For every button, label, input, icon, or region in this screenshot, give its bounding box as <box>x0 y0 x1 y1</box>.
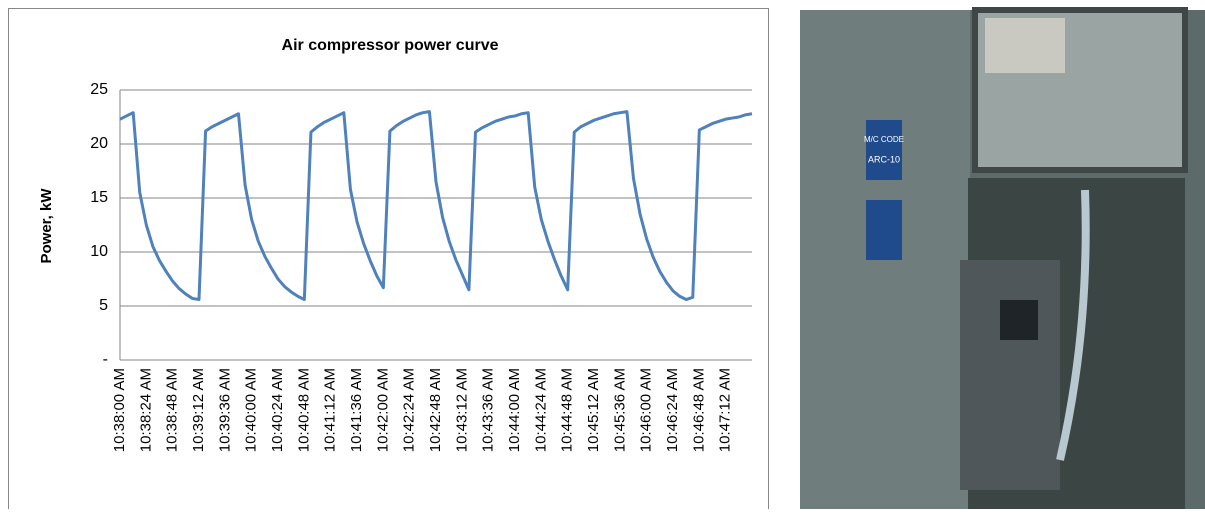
page: Air compressor power curve Power, kW - 5 1… <box>0 0 1205 509</box>
sign-2 <box>866 200 902 260</box>
x-tick-label: 10:44:00 AM <box>506 368 523 452</box>
x-tick-label: 10:47:12 AM <box>717 368 734 452</box>
sign-text: M/C CODE <box>864 135 904 144</box>
electric-parts <box>985 18 1065 73</box>
x-tick-label: 10:43:36 AM <box>480 368 497 452</box>
y-axis-title: Power, kW <box>38 188 55 264</box>
x-tick-label: 10:46:48 AM <box>690 368 707 452</box>
x-tick-label: 10:38:48 AM <box>164 368 181 452</box>
x-tick-label: 10:40:24 AM <box>269 368 286 452</box>
x-tick-label: 10:45:12 AM <box>585 368 602 452</box>
chart-title: Air compressor power curve <box>282 37 499 54</box>
x-tick-label: 10:46:00 AM <box>638 368 655 452</box>
y-tick-label: 20 <box>90 135 108 152</box>
x-tick-label: 10:42:48 AM <box>427 368 444 452</box>
inverter <box>960 260 1060 490</box>
x-tick-label: 10:40:00 AM <box>243 368 260 452</box>
x-tick-label: 10:38:00 AM <box>111 368 128 452</box>
y-tick-label: 10 <box>90 243 108 260</box>
sign-text: ARC-10 <box>868 154 900 164</box>
x-tick-label: 10:45:36 AM <box>611 368 628 452</box>
x-tick-label: 10:40:48 AM <box>295 368 312 452</box>
x-tick-label: 10:39:36 AM <box>216 368 233 452</box>
sign <box>866 120 902 180</box>
x-tick-label: 10:42:24 AM <box>401 368 418 452</box>
x-tick-label: 10:43:12 AM <box>453 368 470 452</box>
y-tick-label: - <box>103 351 108 368</box>
x-tick-label: 10:38:24 AM <box>137 368 154 452</box>
x-tick-label: 10:46:24 AM <box>664 368 681 452</box>
inverter-keypad <box>1000 300 1038 340</box>
x-tick-label: 10:44:24 AM <box>532 368 549 452</box>
x-tick-label: 10:44:48 AM <box>559 368 576 452</box>
photo: M/C CODE ARC-10 <box>800 10 1205 509</box>
x-tick-label: 10:41:36 AM <box>348 368 365 452</box>
y-tick-label: 5 <box>99 297 108 314</box>
x-tick-label: 10:42:00 AM <box>374 368 391 452</box>
x-tick-label: 10:41:12 AM <box>322 368 339 452</box>
y-tick-label: 15 <box>90 189 108 206</box>
y-tick-label: 25 <box>90 81 108 98</box>
x-tick-label: 10:39:12 AM <box>190 368 207 452</box>
